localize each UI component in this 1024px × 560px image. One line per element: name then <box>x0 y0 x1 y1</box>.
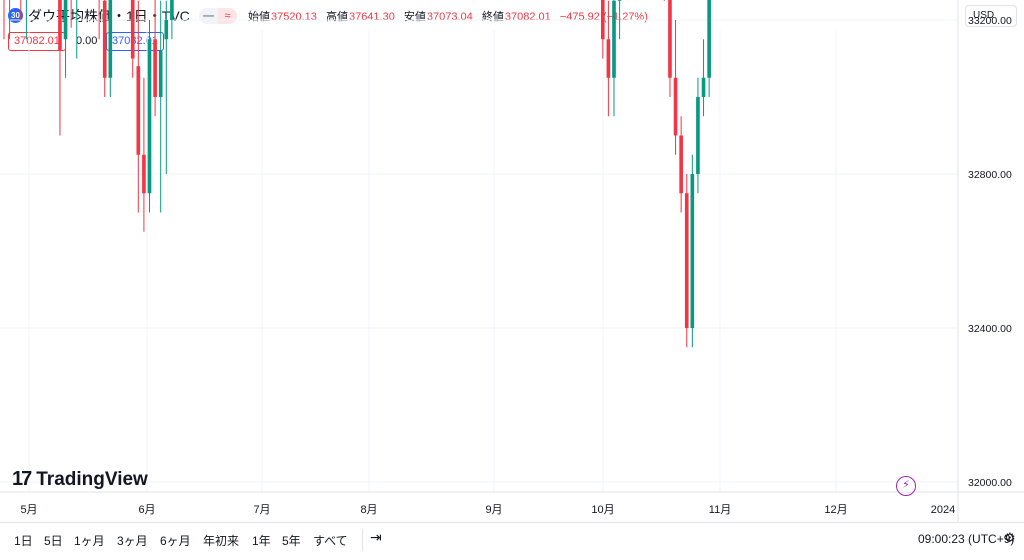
candle-body <box>158 50 163 97</box>
minus-icon: — <box>203 10 214 22</box>
range-3m[interactable]: 3ヶ月 <box>117 534 148 548</box>
tradingview-mark-icon: 17 <box>12 468 32 490</box>
candle-body <box>696 97 700 174</box>
tradingview-logo-text: TradingView <box>36 468 148 490</box>
toolbar-divider <box>362 529 363 551</box>
tradingview-logo[interactable]: 17 TradingView <box>12 468 148 491</box>
price-chart[interactable]: 32000.0032400.0032800.0033200.0033600.00… <box>0 0 1024 522</box>
time-tick-label: 11月 <box>709 504 731 516</box>
candle-body <box>679 135 683 194</box>
symbol-badge[interactable]: 30 <box>8 8 23 23</box>
spread-value: 0.00 <box>76 35 98 47</box>
candle-body <box>617 0 622 1</box>
range-ytd[interactable]: 年初来 <box>203 534 240 548</box>
candle-body <box>606 39 611 78</box>
candle-body <box>142 154 146 194</box>
time-tick-label: 9月 <box>485 504 502 516</box>
price-tick-label: 32400.00 <box>968 323 1012 335</box>
candle-body <box>707 0 711 78</box>
range-1d[interactable]: 1日 <box>14 534 33 548</box>
candle-body <box>130 0 135 59</box>
clock[interactable]: 09:00:23 (UTC+9) <box>918 532 1015 546</box>
bottom-toolbar: 1日 5日 1ヶ月 3ヶ月 6ヶ月 年初来 1年 5年 すべて ⇥ 09:00:… <box>0 522 1024 560</box>
candle-body <box>668 0 672 78</box>
time-tick-label: 2024 <box>931 504 955 516</box>
candle-body <box>63 0 68 40</box>
calendar-goto-icon[interactable]: ⇥ <box>370 529 382 545</box>
candle-body <box>684 193 689 328</box>
time-tick-label: 12月 <box>824 504 847 516</box>
range-1m[interactable]: 1ヶ月 <box>74 534 105 548</box>
price-tick-label: 32000.00 <box>968 477 1012 489</box>
candle-body <box>102 0 107 78</box>
candle-body <box>153 39 157 97</box>
time-tick-label: 10月 <box>591 504 614 516</box>
currency-selector[interactable]: USD <box>965 5 1017 27</box>
time-tick-label: 6月 <box>138 504 155 516</box>
candle-body <box>170 0 174 20</box>
candle-body <box>164 20 169 40</box>
range-1y[interactable]: 1年 <box>252 534 271 548</box>
candle-body <box>600 0 605 40</box>
candle-body <box>108 0 113 78</box>
range-6m[interactable]: 6ヶ月 <box>160 534 191 548</box>
time-tick-label: 8月 <box>360 504 377 516</box>
candle-body <box>612 0 616 78</box>
gear-icon[interactable]: ⚙ <box>1004 530 1016 545</box>
time-tick-label: 5月 <box>20 504 37 516</box>
candle-body <box>690 174 695 328</box>
range-5d[interactable]: 5日 <box>44 534 63 548</box>
range-all[interactable]: すべて <box>313 534 348 548</box>
candle-body <box>58 0 62 51</box>
lightning-icon[interactable]: ⚡ <box>896 476 916 496</box>
candle-body <box>136 66 141 155</box>
candle-body <box>701 77 706 97</box>
time-tick-label: 7月 <box>253 504 270 516</box>
candle-body <box>147 39 152 194</box>
candle-body <box>673 77 678 136</box>
price-tick-label: 33200.00 <box>968 15 1012 27</box>
range-5y[interactable]: 5年 <box>282 534 301 548</box>
price-tick-label: 32800.00 <box>968 169 1012 181</box>
